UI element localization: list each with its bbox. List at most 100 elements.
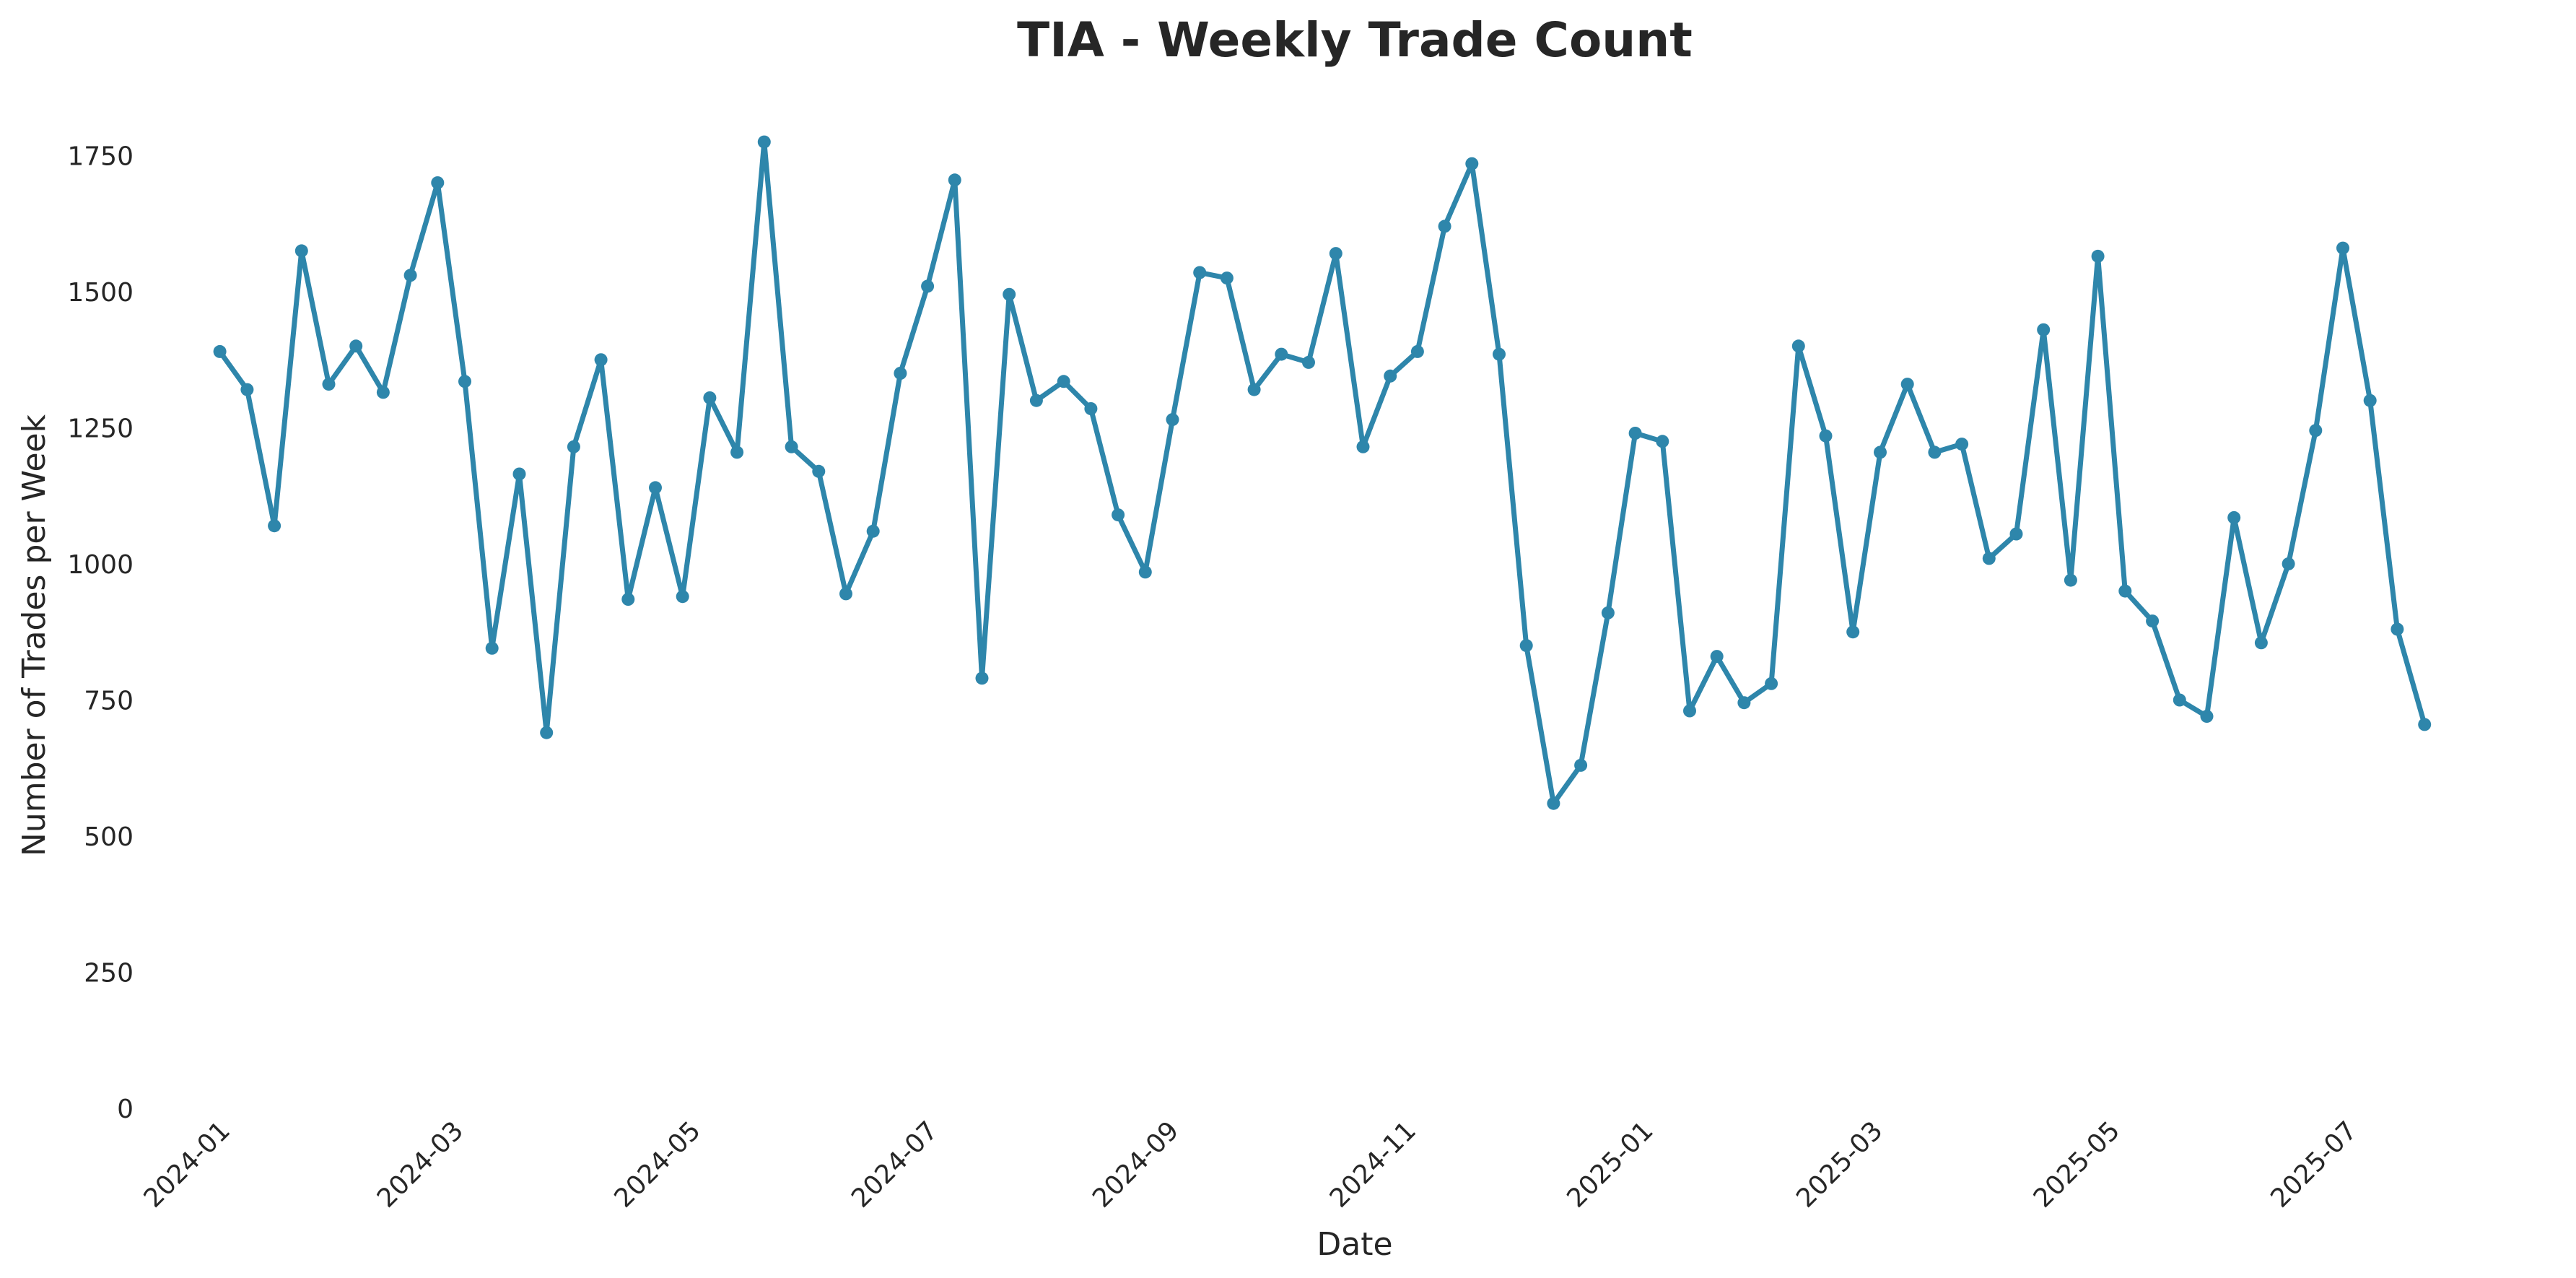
x-tick-label: 2024-01: [139, 1116, 236, 1213]
data-point: [1955, 438, 1969, 451]
data-point: [1819, 429, 1833, 443]
data-point: [1601, 606, 1615, 620]
data-point: [757, 135, 771, 149]
data-point: [431, 176, 445, 190]
data-point: [1737, 696, 1751, 710]
data-point: [1384, 369, 1397, 383]
data-point: [1710, 650, 1724, 664]
data-point: [403, 269, 417, 282]
data-point: [1193, 266, 1207, 279]
data-point: [1683, 704, 1696, 718]
data-point: [1329, 247, 1342, 261]
series-layer: [213, 135, 2432, 810]
data-point: [703, 391, 717, 404]
data-point: [2009, 527, 2023, 541]
data-point: [1084, 402, 1098, 415]
x-tick-label: 2025-01: [1561, 1116, 1659, 1213]
y-tick-label: 500: [84, 822, 134, 852]
x-tick-label: 2024-07: [846, 1116, 943, 1213]
data-point: [621, 593, 635, 606]
data-point: [676, 590, 689, 604]
data-point: [1928, 445, 1942, 459]
data-point: [2282, 557, 2295, 570]
data-point: [1656, 435, 1669, 448]
data-point: [240, 383, 254, 396]
data-point: [1003, 287, 1016, 301]
data-point: [1846, 625, 1860, 639]
data-point: [1057, 375, 1070, 388]
data-point: [948, 173, 961, 187]
data-point: [921, 279, 935, 293]
data-point: [268, 519, 281, 533]
chart-title: TIA - Weekly Trade Count: [1017, 12, 1693, 68]
data-point: [2418, 718, 2432, 731]
data-point: [1547, 796, 1560, 810]
x-tick-label: 2024-03: [372, 1116, 469, 1213]
data-point: [1247, 383, 1261, 396]
data-point: [1874, 445, 1887, 459]
data-point: [213, 344, 227, 358]
data-point: [567, 440, 580, 453]
x-tick-label: 2024-05: [608, 1116, 706, 1213]
data-point: [1112, 508, 1125, 522]
y-axis-label: Number of Trades per Week: [16, 414, 53, 856]
data-point: [458, 375, 471, 388]
data-point: [512, 467, 526, 481]
data-point: [1302, 355, 1315, 369]
data-point: [785, 440, 798, 453]
data-point: [730, 445, 744, 459]
y-axis-ticks: 0 250 500 750 1000 1250 1500 1750: [67, 142, 134, 1124]
data-point: [1138, 565, 1152, 579]
data-point: [812, 464, 826, 478]
data-point: [2309, 424, 2323, 438]
data-point: [1519, 639, 1533, 653]
data-point: [594, 353, 608, 367]
data-point: [1275, 347, 1288, 361]
series-line: [217, 139, 2427, 807]
data-point: [1982, 552, 1996, 565]
x-axis-label: Date: [1317, 1226, 1392, 1263]
y-tick-label: 1500: [67, 278, 134, 308]
y-tick-label: 250: [84, 958, 134, 988]
data-point: [1410, 344, 1424, 358]
data-point: [2200, 710, 2214, 723]
data-point: [2064, 573, 2077, 587]
y-tick-label: 750: [84, 686, 134, 716]
data-point: [349, 339, 363, 353]
data-point: [975, 671, 989, 685]
data-point: [866, 524, 880, 538]
data-point: [1574, 758, 1588, 772]
data-point: [485, 641, 499, 655]
data-point: [2091, 249, 2105, 263]
data-point: [2118, 584, 2132, 598]
data-point: [1166, 413, 1179, 427]
data-point: [1438, 219, 1451, 233]
data-point: [2037, 323, 2051, 336]
data-point: [1791, 339, 1805, 353]
x-tick-label: 2024-09: [1087, 1116, 1184, 1213]
data-point: [1628, 427, 1642, 440]
x-tick-label: 2025-05: [2028, 1116, 2126, 1213]
data-point: [1765, 677, 1778, 690]
data-point: [1900, 378, 1914, 391]
data-point: [2227, 510, 2241, 524]
data-point: [2391, 622, 2404, 636]
data-point: [1465, 157, 1479, 170]
data-point: [2173, 693, 2186, 707]
data-point: [1220, 271, 1234, 285]
y-tick-label: 1250: [67, 414, 134, 443]
data-point: [2254, 636, 2268, 650]
data-point: [294, 244, 308, 258]
data-point: [376, 386, 390, 399]
data-point: [540, 726, 554, 739]
data-point: [839, 587, 852, 601]
data-point: [649, 481, 662, 495]
y-tick-label: 0: [117, 1095, 134, 1124]
data-point: [1493, 347, 1506, 361]
y-tick-label: 1750: [67, 142, 134, 171]
data-point: [1029, 394, 1043, 407]
y-tick-label: 1000: [67, 550, 134, 580]
data-point: [2146, 614, 2160, 628]
data-point: [1356, 440, 1370, 453]
